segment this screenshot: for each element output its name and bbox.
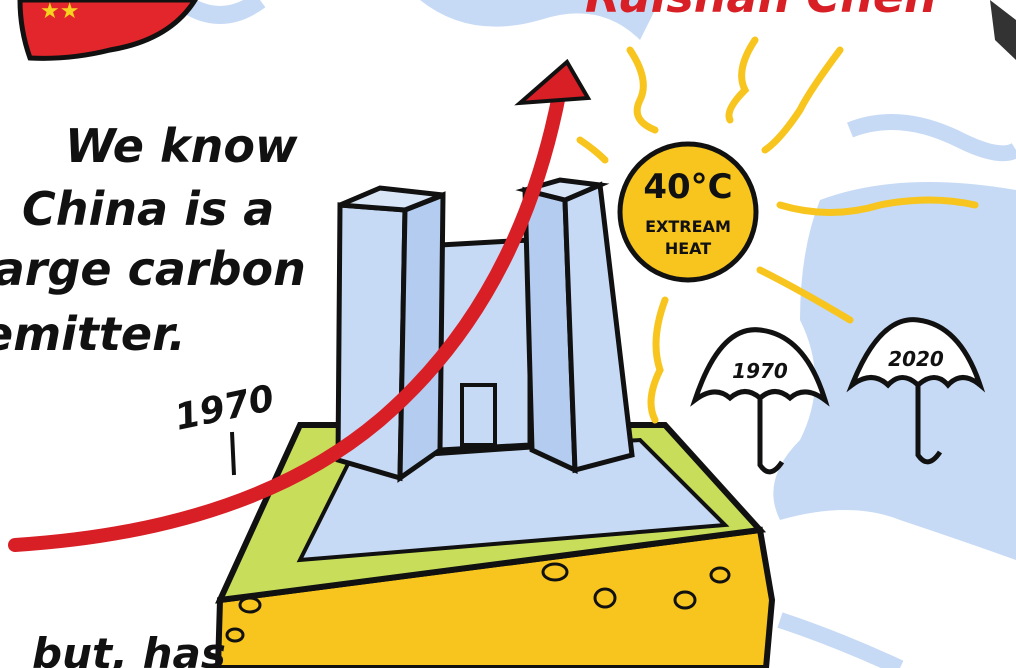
illustration: ★★ Ruishan Chen We know China is a (0, 0, 1016, 668)
tick (232, 432, 234, 475)
page: ★★ Ruishan Chen We know China is a (0, 0, 1016, 668)
sun (620, 144, 756, 280)
temperature: 40°C (643, 167, 732, 207)
sun-caption: HEAT (665, 239, 711, 258)
note-line: We know (65, 119, 298, 173)
umbrella-label: 2020 (888, 347, 944, 371)
note-line: large carbon (0, 242, 306, 296)
tower-left-side (400, 195, 443, 478)
note-line: China is a (22, 182, 274, 236)
door (462, 385, 495, 445)
sun-caption: EXTREAM (645, 217, 731, 236)
leaf (990, 0, 1016, 60)
umbrella-label: 1970 (732, 359, 788, 383)
footer-text: but, has (32, 629, 226, 668)
swirl (780, 620, 900, 668)
year-label: 1970 (171, 378, 278, 439)
note-line: emitter. (0, 307, 186, 361)
star: ★★ (40, 0, 79, 24)
swirl (850, 122, 1016, 153)
author: Ruishan Chen (585, 0, 937, 23)
arrow-head (520, 62, 588, 103)
